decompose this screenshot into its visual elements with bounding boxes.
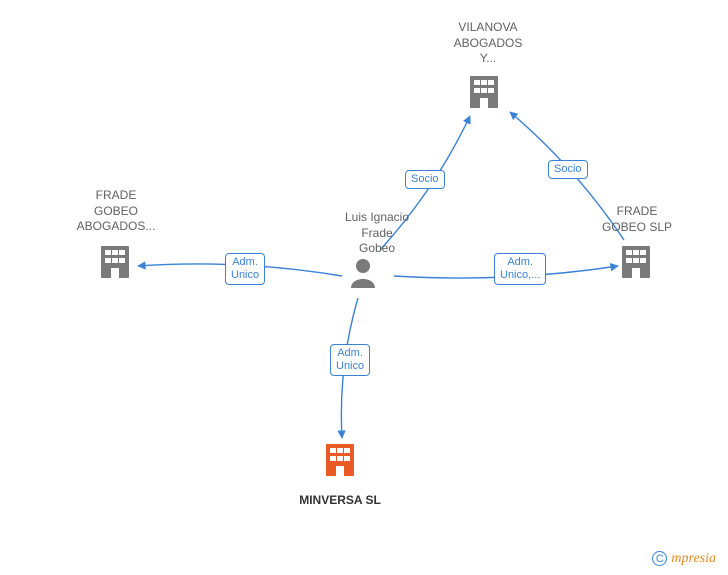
- building-icon: [101, 246, 129, 278]
- brand-watermark: Cmpresia: [652, 551, 716, 567]
- building-icon: [470, 76, 498, 108]
- building-icon: [622, 246, 650, 278]
- person-icon: [351, 259, 375, 288]
- node-label: Luis IgnacioFradeGobeo: [335, 210, 419, 257]
- brand-text: mpresia: [671, 551, 716, 566]
- brand-symbol: C: [652, 551, 667, 566]
- node-label: FRADEGOBEO SLP: [592, 204, 682, 235]
- diagram-canvas: [0, 0, 728, 575]
- edge-label: Adm.Unico,...: [494, 253, 546, 285]
- edge-label: Socio: [405, 170, 445, 189]
- node-label: FRADEGOBEOABOGADOS...: [70, 188, 162, 235]
- edge-label: Adm.Unico: [330, 344, 370, 376]
- node-label: MINVERSA SL: [290, 493, 390, 509]
- building-icon: [326, 444, 354, 476]
- edge-label: Adm.Unico: [225, 253, 265, 285]
- edge-label: Socio: [548, 160, 588, 179]
- node-label: VILANOVAABOGADOSY...: [448, 20, 528, 67]
